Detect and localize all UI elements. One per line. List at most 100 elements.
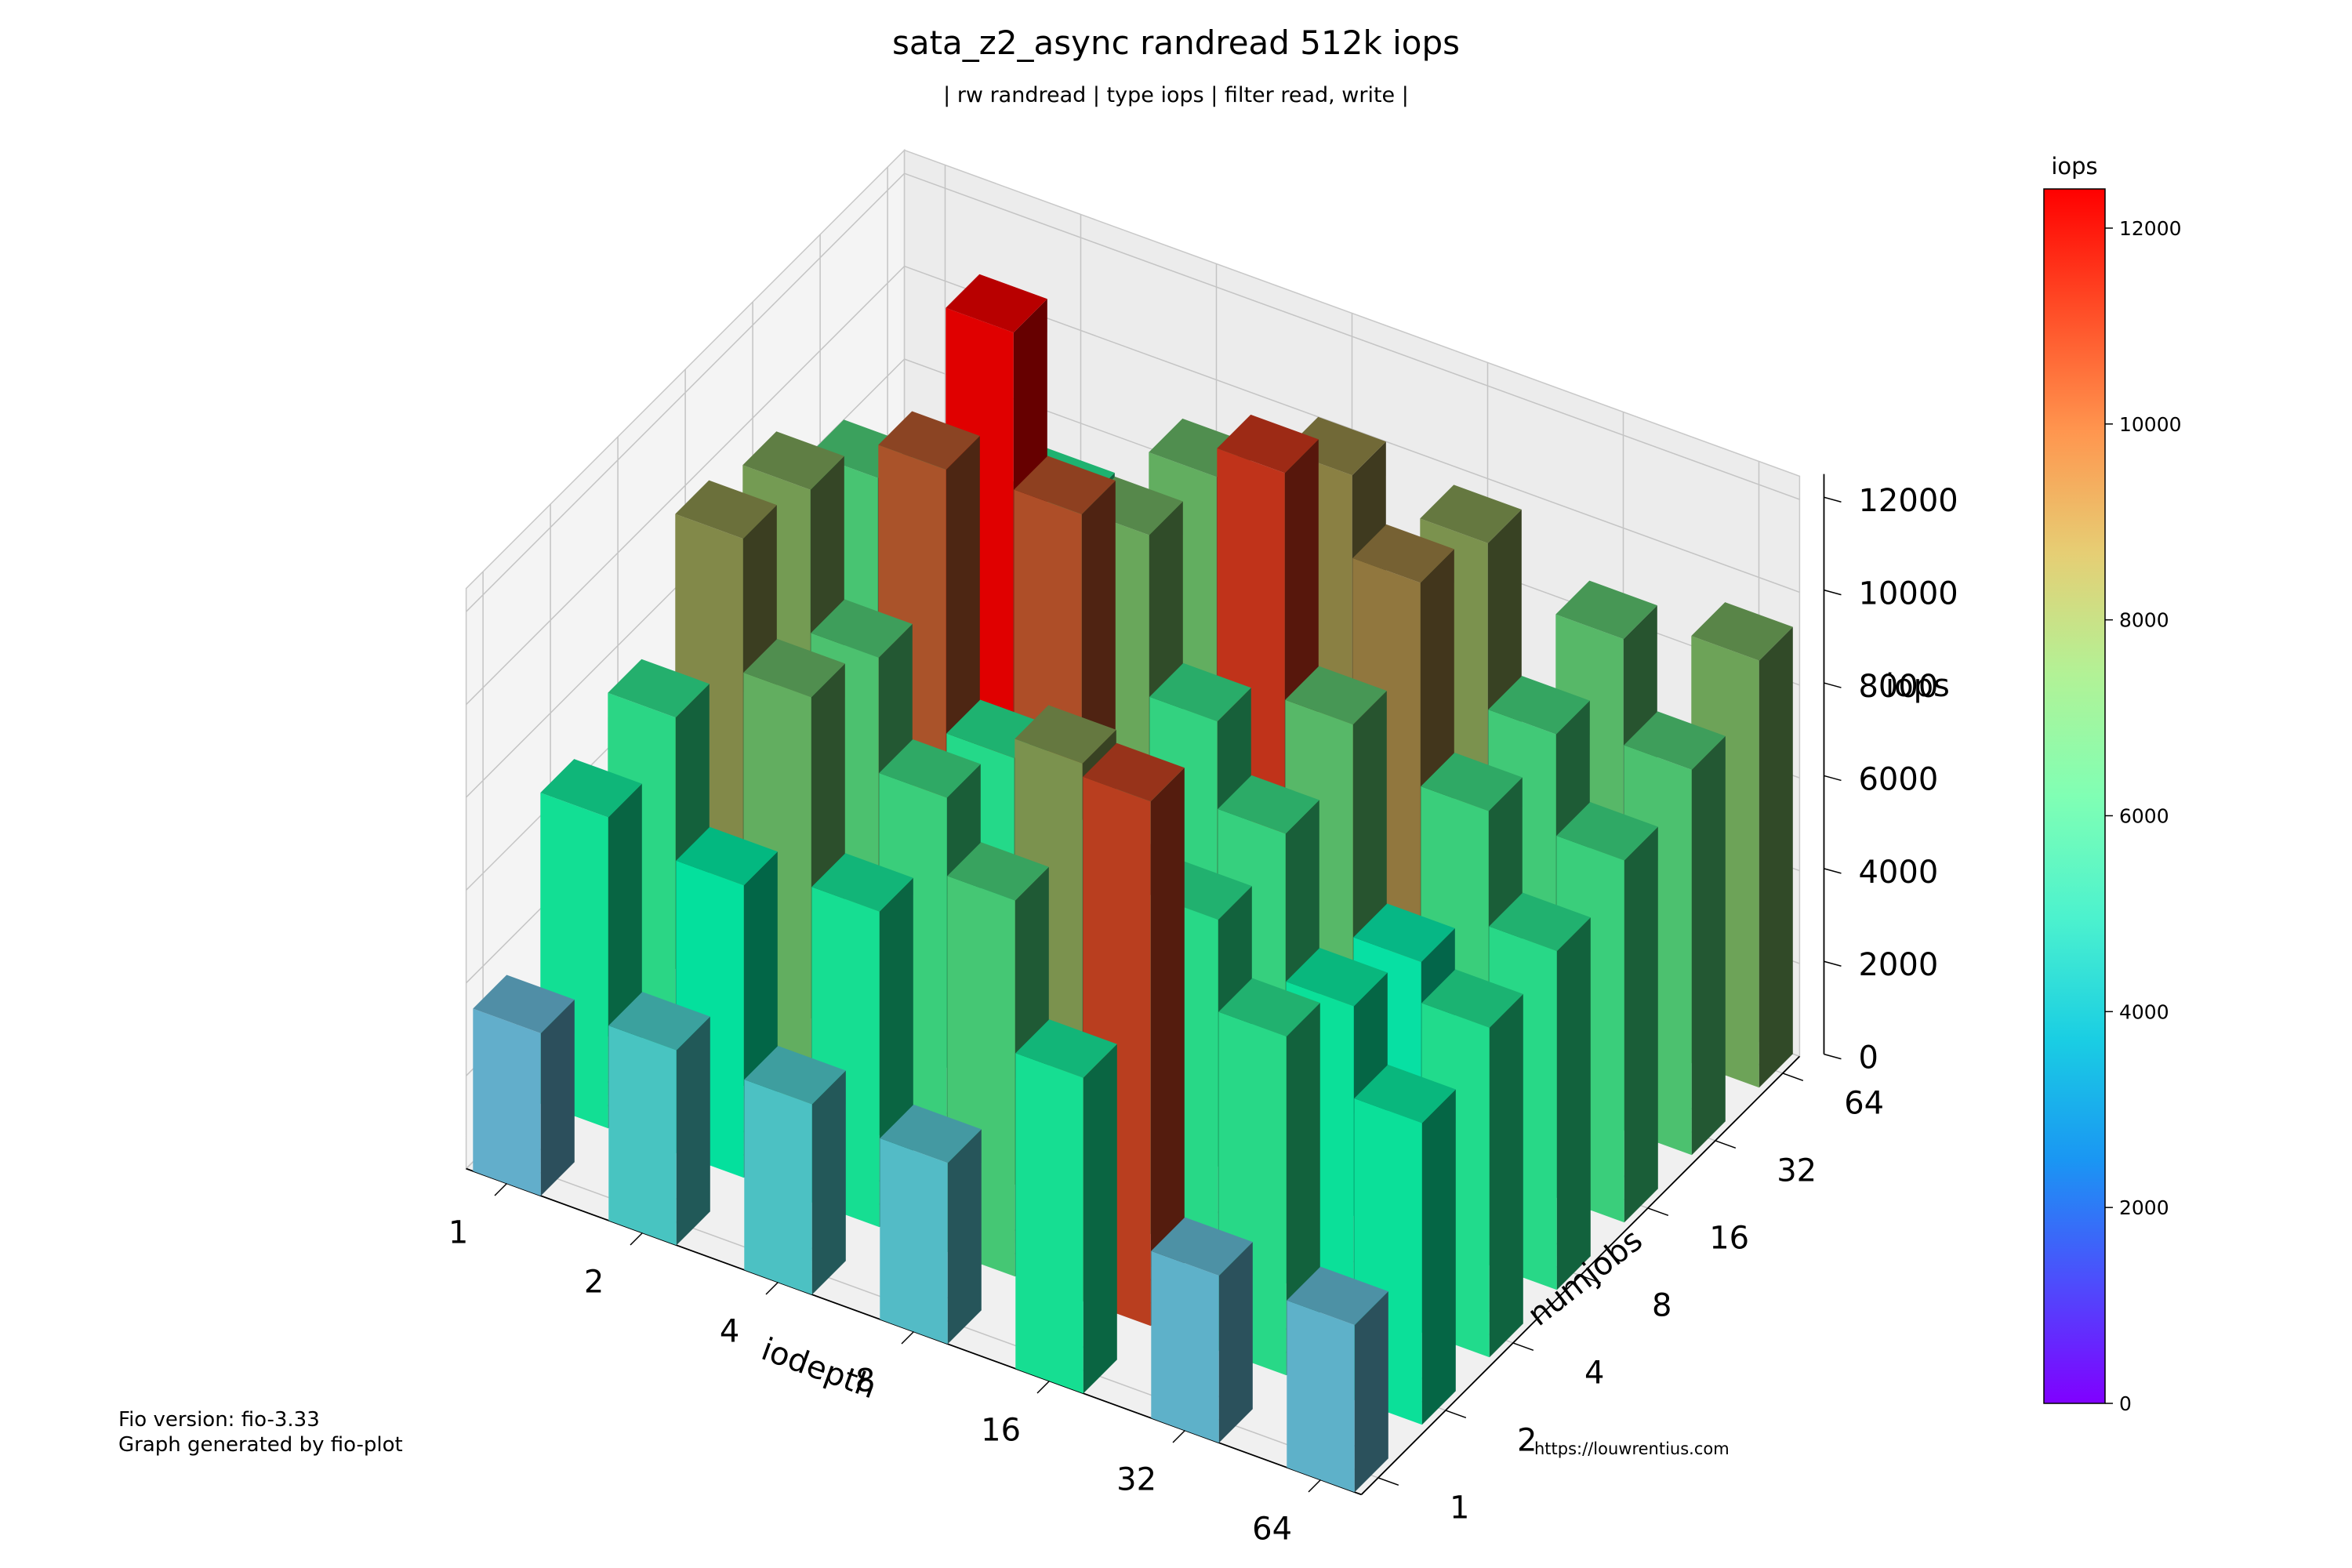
bar-top-face <box>1149 662 1251 722</box>
colorbar-tick-label: 4000 <box>2119 1000 2169 1023</box>
x-tick <box>630 1232 644 1246</box>
bar-top-face <box>608 659 710 718</box>
z-tick <box>1824 682 1842 688</box>
x-tick <box>765 1281 779 1295</box>
colorbar-label: iops <box>2051 153 2097 180</box>
bar-side-face <box>811 1070 846 1295</box>
x-axis-label: iodepth <box>757 1331 881 1406</box>
x-tick-label: 64 <box>1252 1511 1292 1547</box>
bar-top-face <box>1352 524 1454 583</box>
colorbar-tick-label: 6000 <box>2119 804 2169 827</box>
z-tick <box>1824 868 1842 874</box>
bar-top-face <box>742 431 844 490</box>
y-tick <box>1512 1342 1534 1352</box>
x-tick-label: 32 <box>1116 1461 1156 1497</box>
bar <box>744 1046 846 1295</box>
bar-top-face <box>1151 1217 1253 1276</box>
y-tick <box>1580 1275 1602 1284</box>
z-tick <box>1824 775 1842 782</box>
bar-top-face <box>946 274 1047 333</box>
colorbar-tick-label: 10000 <box>2119 413 2182 436</box>
colorbar-ticks: 0 2000 4000 6000 8000 10000 12000 <box>2105 217 2182 1415</box>
bar <box>880 1104 982 1345</box>
bar-top-face <box>1624 711 1726 770</box>
bar-front-face <box>1015 1053 1083 1394</box>
y-tick-label: 8 <box>1652 1288 1671 1324</box>
x-tick-label: 8 <box>855 1363 875 1399</box>
y-tick-label: 2 <box>1517 1423 1537 1459</box>
z-tick <box>1824 589 1842 596</box>
footer-info: Fio version: fio-3.33 Graph generated by… <box>118 1407 403 1457</box>
y-tick <box>1445 1410 1467 1419</box>
bar-top-face <box>744 1046 846 1105</box>
x-tick-label: 16 <box>981 1412 1021 1448</box>
bar-top-face <box>1014 456 1116 514</box>
z-axis-label: iops <box>1886 668 1950 704</box>
z-tick-label: 12000 <box>1858 483 1958 519</box>
bar-top-face <box>1489 892 1591 952</box>
bar-side-face <box>1218 1242 1253 1443</box>
y-tick-label: 16 <box>1709 1221 1749 1257</box>
bar-top-face <box>540 759 642 818</box>
bar-top-face <box>1286 948 1388 1007</box>
y-tick <box>1377 1477 1399 1486</box>
colorbar-gradient <box>2043 188 2106 1404</box>
bar-side-face <box>947 1129 982 1345</box>
bar-top-face <box>1285 666 1387 725</box>
bar-top-face <box>1287 1266 1388 1326</box>
bar-top-face <box>879 739 981 798</box>
bar-top-face <box>1556 802 1658 861</box>
bar-top-face <box>1354 1065 1456 1123</box>
bar-top-face <box>947 842 1049 901</box>
x-tick <box>1172 1429 1186 1443</box>
z-tick <box>1824 1053 1842 1060</box>
bar-side-face <box>540 1000 575 1196</box>
y-tick-label: 1 <box>1450 1490 1469 1526</box>
colorbar-tick-label: 2000 <box>2119 1196 2169 1219</box>
bar-side-face <box>1556 917 1591 1290</box>
axis-ticks: 1 2 4 8 16 32 64 1 2 4 8 16 32 64 0 2000 4000 6000 8000 100… <box>448 483 1958 1547</box>
bar-front-face <box>1287 1300 1355 1493</box>
bar-side-face <box>1759 626 1793 1088</box>
y-tick <box>1647 1207 1669 1217</box>
x-tick-label: 1 <box>448 1214 468 1250</box>
colorbar-tick-label: 12000 <box>2119 217 2182 240</box>
z-gridline <box>466 265 1800 706</box>
bar <box>1287 1266 1388 1493</box>
z-tick <box>1824 960 1842 967</box>
bar <box>1151 1217 1253 1443</box>
bar-top-face <box>473 975 575 1033</box>
source-url: https://louwrentius.com <box>1534 1439 1730 1458</box>
bar-top-face <box>1083 742 1185 802</box>
colorbar-tick-label: 0 <box>2119 1392 2132 1415</box>
bar-top-face <box>1353 903 1455 962</box>
bar <box>1015 1019 1117 1394</box>
bar-top-face <box>1284 416 1386 476</box>
bar-top-face <box>880 1104 982 1163</box>
bars-layer <box>473 274 1793 1493</box>
bar-top-face <box>1217 414 1319 474</box>
bar-front-face <box>880 1138 948 1345</box>
fio-version-text: Fio version: fio-3.33 <box>118 1408 320 1432</box>
bar <box>608 992 710 1246</box>
bar-side-face <box>1421 1089 1456 1425</box>
bar-top-face <box>608 992 710 1051</box>
bar <box>473 975 575 1196</box>
bar-top-face <box>675 480 777 539</box>
page-title: sata_z2_async randread 512k iops <box>891 24 1461 62</box>
generated-by-text: Graph generated by fio-plot <box>118 1433 403 1457</box>
bar-top-face <box>811 853 913 912</box>
bar-top-face <box>1555 580 1657 640</box>
y-tick-label: 64 <box>1844 1086 1884 1122</box>
z-tick-label: 8000 <box>1858 669 1938 705</box>
bar-front-face <box>744 1080 812 1295</box>
z-tick-label: 4000 <box>1858 855 1938 891</box>
bar-top-face <box>878 411 980 470</box>
bar-side-face <box>1691 735 1726 1156</box>
y-tick <box>1715 1140 1737 1149</box>
bar-top-face <box>1015 1019 1117 1078</box>
y-tick <box>1782 1073 1804 1082</box>
x-tick <box>1036 1380 1051 1394</box>
z-gridline <box>466 172 1800 612</box>
z-tick <box>1824 496 1842 503</box>
